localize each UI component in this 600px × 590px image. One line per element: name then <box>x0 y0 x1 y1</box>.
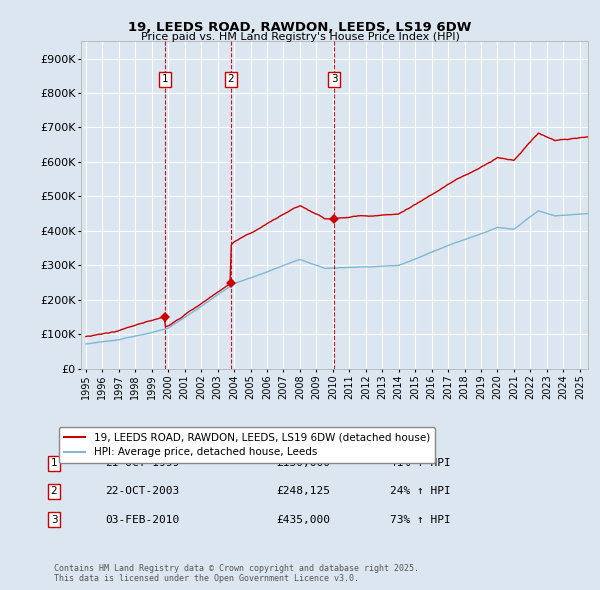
Text: £435,000: £435,000 <box>276 515 330 525</box>
Text: 22-OCT-2003: 22-OCT-2003 <box>105 487 179 496</box>
Text: 73% ↑ HPI: 73% ↑ HPI <box>390 515 451 525</box>
Text: 2: 2 <box>50 487 58 496</box>
Text: 21-OCT-1999: 21-OCT-1999 <box>105 458 179 468</box>
Text: £248,125: £248,125 <box>276 487 330 496</box>
Text: 3: 3 <box>331 74 338 84</box>
Text: Price paid vs. HM Land Registry's House Price Index (HPI): Price paid vs. HM Land Registry's House … <box>140 32 460 42</box>
Text: 2: 2 <box>227 74 234 84</box>
Text: 1: 1 <box>162 74 169 84</box>
Text: 24% ↑ HPI: 24% ↑ HPI <box>390 487 451 496</box>
Text: Contains HM Land Registry data © Crown copyright and database right 2025.
This d: Contains HM Land Registry data © Crown c… <box>54 563 419 583</box>
Text: 3: 3 <box>50 515 58 525</box>
Legend: 19, LEEDS ROAD, RAWDON, LEEDS, LS19 6DW (detached house), HPI: Average price, de: 19, LEEDS ROAD, RAWDON, LEEDS, LS19 6DW … <box>59 427 435 463</box>
Text: 41% ↑ HPI: 41% ↑ HPI <box>390 458 451 468</box>
Text: 19, LEEDS ROAD, RAWDON, LEEDS, LS19 6DW: 19, LEEDS ROAD, RAWDON, LEEDS, LS19 6DW <box>128 21 472 34</box>
Text: 03-FEB-2010: 03-FEB-2010 <box>105 515 179 525</box>
Text: £150,000: £150,000 <box>276 458 330 468</box>
Text: 1: 1 <box>50 458 58 468</box>
